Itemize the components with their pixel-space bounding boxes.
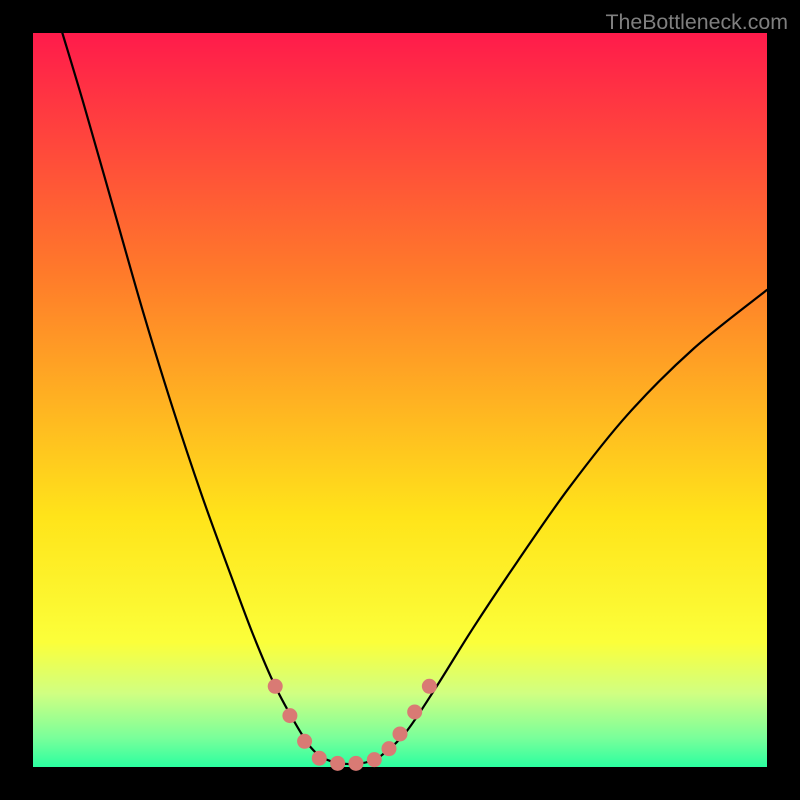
plot-gradient-background <box>33 33 767 767</box>
attribution-text: TheBottleneck.com <box>605 10 788 35</box>
